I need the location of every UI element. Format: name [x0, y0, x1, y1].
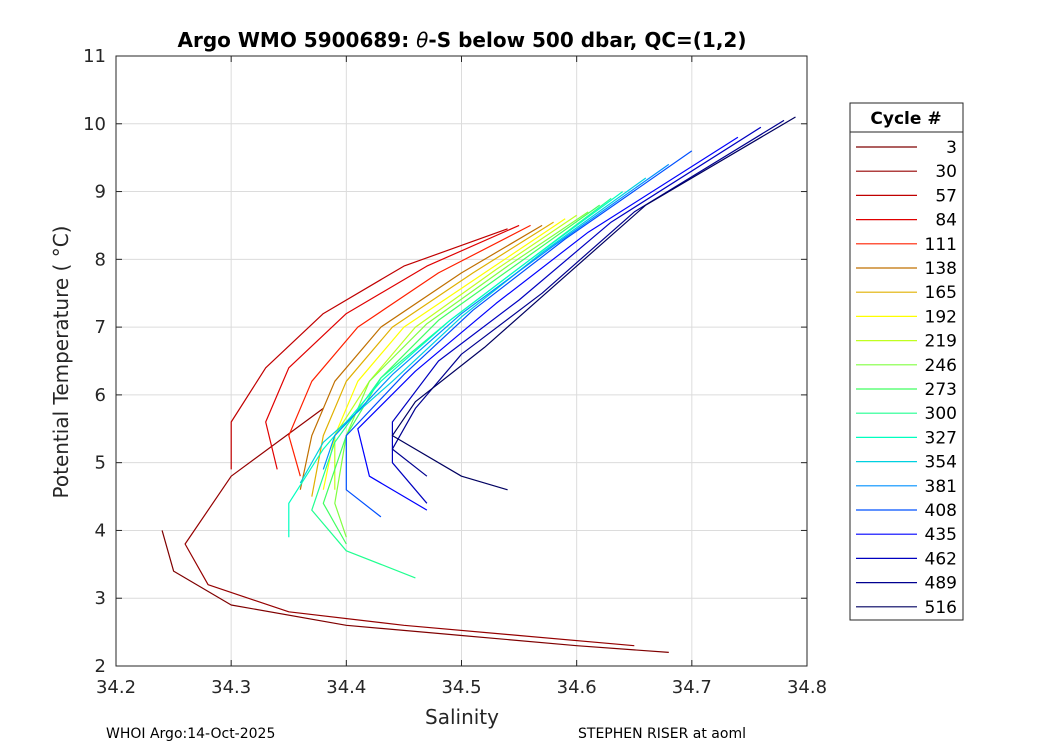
series-line-327 — [288, 191, 624, 538]
series-line-138 — [299, 224, 543, 490]
legend-label-408: 408 — [925, 501, 957, 521]
footer-right: STEPHEN RISER at aoml — [578, 726, 746, 742]
y-tick-label: 11 — [83, 46, 106, 67]
y-tick-label: 4 — [95, 520, 106, 541]
series-line-3 — [161, 530, 669, 653]
legend-label-165: 165 — [925, 283, 957, 303]
legend-label-192: 192 — [925, 307, 957, 327]
y-tick-label: 5 — [95, 453, 106, 474]
legend-label-516: 516 — [925, 598, 957, 618]
series-line-111 — [288, 224, 531, 477]
series-line-489 — [391, 119, 785, 477]
series-line-84 — [265, 224, 520, 470]
y-tick-label: 8 — [95, 249, 106, 270]
series-line-354 — [299, 177, 647, 484]
y-tick-label: 7 — [95, 317, 106, 338]
legend-label-84: 84 — [935, 211, 957, 231]
series-line-408 — [345, 150, 693, 518]
x-tick-label: 34.3 — [211, 677, 251, 698]
legend-label-138: 138 — [925, 259, 957, 279]
y-tick-label: 10 — [83, 114, 106, 135]
legend-title: Cycle # — [870, 109, 941, 129]
y-tick-label: 6 — [95, 385, 106, 406]
footer-left: WHOI Argo:14-Oct-2025 — [106, 726, 276, 742]
chart-title: Argo WMO 5900689: θ-S below 500 dbar, QC… — [178, 28, 747, 52]
legend-label-462: 462 — [925, 549, 957, 569]
y-axis-label: Potential Temperature ( °C) — [49, 226, 73, 499]
legend-label-435: 435 — [925, 525, 957, 545]
legend-label-3: 3 — [946, 138, 957, 158]
y-tick-label: 2 — [95, 656, 106, 677]
x-tick-label: 34.8 — [787, 677, 827, 698]
series-line-462 — [391, 126, 762, 504]
legend-label-30: 30 — [935, 162, 957, 182]
x-axis-label: Salinity — [425, 705, 499, 729]
legend-label-273: 273 — [925, 380, 957, 400]
series-line-57 — [230, 228, 508, 470]
legend-label-57: 57 — [935, 186, 957, 206]
legend-label-111: 111 — [925, 235, 957, 255]
x-tick-label: 34.4 — [326, 677, 366, 698]
x-tick-label: 34.6 — [557, 677, 597, 698]
y-tick-label: 9 — [95, 182, 106, 203]
legend-label-327: 327 — [925, 428, 957, 448]
series-line-381 — [322, 163, 670, 470]
legend-label-381: 381 — [925, 477, 957, 497]
legend-label-354: 354 — [925, 453, 957, 473]
series-line-435 — [357, 136, 739, 511]
y-tick-label: 3 — [95, 588, 106, 609]
legend: Cycle # 3 30 57 84 111 138 165 192 219 246 273 300 3… — [849, 102, 964, 621]
series-line-30 — [184, 407, 635, 647]
legend-label-219: 219 — [925, 332, 957, 352]
legend-label-246: 246 — [925, 356, 957, 376]
x-tick-label: 34.5 — [441, 677, 481, 698]
series-line-219 — [334, 214, 578, 490]
axis-ticks: 34.2 34.3 34.4 34.5 34.6 34.7 34.8 2 3 4 5 6 7 8 9 10 11 — [83, 46, 827, 698]
x-tick-label: 34.2 — [96, 677, 136, 698]
legend-label-300: 300 — [925, 404, 957, 424]
legend-label-489: 489 — [925, 574, 957, 594]
series-line-516 — [391, 116, 796, 491]
series-line-192 — [322, 218, 566, 490]
series-line-246 — [334, 211, 589, 538]
x-tick-label: 34.7 — [672, 677, 712, 698]
series-lines — [161, 116, 796, 653]
